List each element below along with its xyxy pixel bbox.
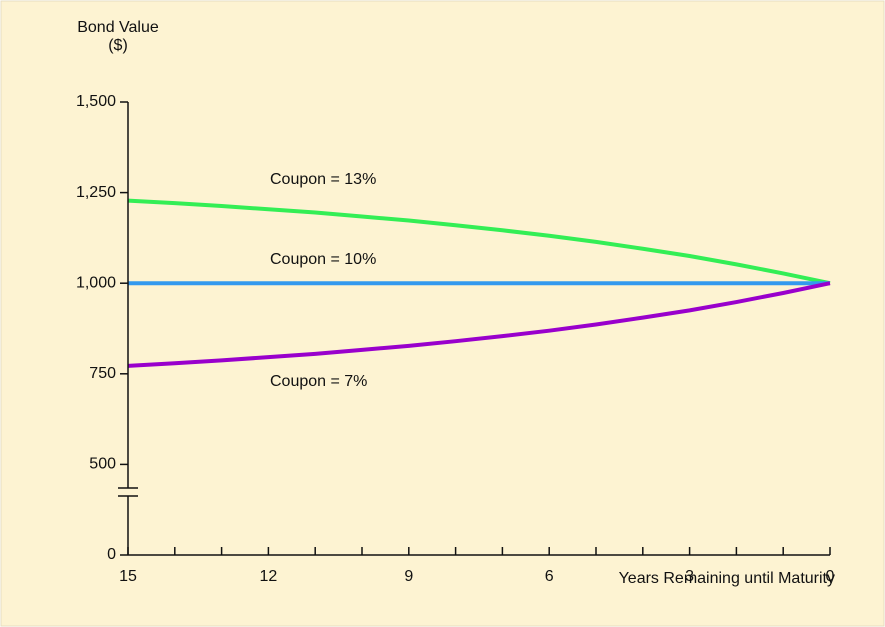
y-axis-label: ($) <box>108 37 128 54</box>
x-tick-label: 6 <box>545 568 554 585</box>
series-label: Coupon = 7% <box>270 373 367 390</box>
axes <box>118 102 830 556</box>
x-axis-label: Years Remaining until Maturity <box>619 570 835 587</box>
series-label: Coupon = 10% <box>270 251 376 268</box>
series-line <box>127 281 831 368</box>
x-tick-label: 3 <box>685 568 694 585</box>
x-tick-label: 12 <box>260 568 278 585</box>
y-tick-label: 1,000 <box>76 274 116 291</box>
y-tick-label: 1,250 <box>76 184 116 201</box>
y-tick-label: 0 <box>107 546 116 563</box>
series-label: Coupon = 13% <box>270 171 376 188</box>
x-tick-label: 9 <box>404 568 413 585</box>
x-tick-label: 15 <box>119 568 137 585</box>
y-tick-label: 1,500 <box>76 93 116 110</box>
y-axis-label: Bond Value <box>77 19 159 36</box>
series-line <box>127 198 831 286</box>
x-tick-label: 0 <box>826 568 835 585</box>
y-tick-label: 750 <box>89 365 116 382</box>
y-tick-label: 500 <box>89 456 116 473</box>
